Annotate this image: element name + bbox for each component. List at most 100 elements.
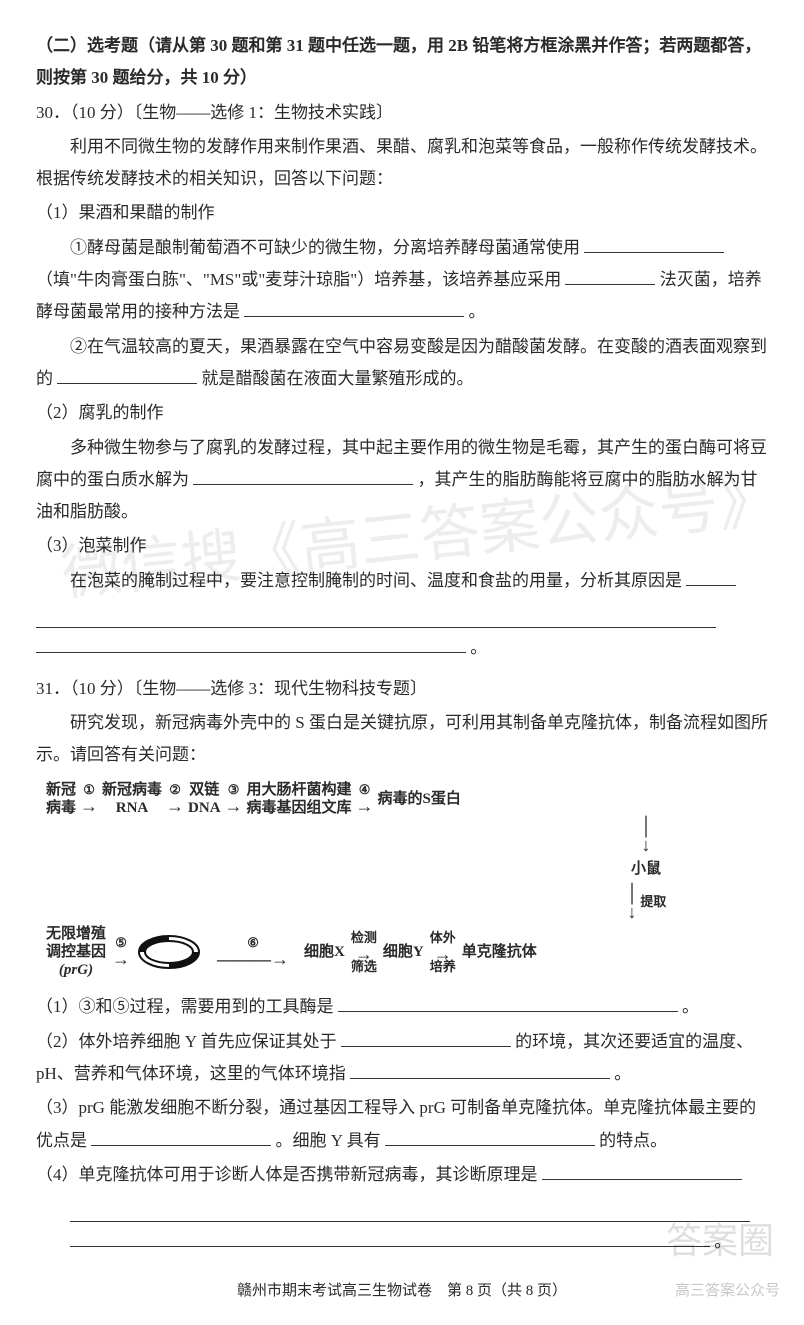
- node-rna: 新冠病毒 RNA: [102, 781, 162, 817]
- node-celly: 细胞Y: [383, 943, 424, 961]
- q30-part1-line2: ②在气温较高的夏天，果酒暴露在空气中容易变酸是因为醋酸菌发酵。在变酸的酒表面观察…: [36, 331, 768, 396]
- node-prg: 无限增殖 调控基因 (prG): [46, 925, 106, 979]
- label: 培养: [430, 960, 456, 974]
- q30-part3-title: （3）泡菜制作: [36, 530, 768, 562]
- text: 无限增殖: [46, 925, 106, 943]
- label: 体外: [430, 931, 456, 945]
- text: 。: [682, 997, 699, 1016]
- page-footer: 赣州市期末考试高三生物试卷 第 8 页（共 8 页）: [36, 1277, 768, 1306]
- arrow-5: ⑤→: [112, 936, 130, 969]
- text: DNA: [188, 799, 221, 817]
- q30-part3-line1: 在泡菜的腌制过程中，要注意控制腌制的时间、温度和食盐的用量，分析其原因是: [36, 565, 768, 597]
- arrow-2: ②→: [166, 783, 184, 816]
- q31-intro: 研究发现，新冠病毒外壳中的 S 蛋白是关键抗原，可利用其制备单克隆抗体，制备流程…: [36, 707, 768, 772]
- q31-p3: （3）prG 能激发细胞不断分裂，通过基因工程导入 prG 可制备单克隆抗体。单…: [36, 1092, 768, 1157]
- node-mab: 单克隆抗体: [462, 943, 537, 961]
- node-mouse: 小鼠: [631, 855, 661, 884]
- blank[interactable]: [686, 570, 736, 585]
- node-dna: 双链 DNA: [188, 781, 221, 817]
- label: ③: [228, 783, 240, 797]
- text: 。: [614, 1064, 631, 1083]
- blank[interactable]: [350, 1064, 610, 1079]
- arrow-down-icon: ↓: [642, 836, 651, 855]
- text: ①酵母菌是酿制葡萄酒不可缺少的微生物，分离培养酵母菌通常使用: [70, 238, 580, 257]
- blank[interactable]: [542, 1165, 742, 1180]
- text: （2）体外培养细胞 Y 首先应保证其处于: [36, 1032, 337, 1051]
- arrow-culture: 体外 → 培养: [430, 931, 456, 973]
- node-virus: 新冠 病毒: [46, 781, 76, 817]
- section-header: （二）选考题（请从第 30 题和第 31 题中任选一题，用 2B 铅笔将方框涂黑…: [36, 30, 768, 95]
- blank[interactable]: [36, 638, 466, 653]
- text: 新冠: [46, 781, 76, 799]
- node-cellx: 细胞X: [304, 943, 345, 961]
- label: 筛选: [351, 960, 377, 974]
- q30-number: 30．（10 分）〔生物——选修 1：生物技术实践〕: [36, 97, 768, 129]
- label: ②: [169, 783, 181, 797]
- text: 的特点。: [599, 1131, 667, 1150]
- text: 。: [469, 302, 486, 321]
- node-sprotein: 病毒的S蛋白: [378, 790, 461, 808]
- text: 病毒: [46, 799, 76, 817]
- text: 调控基因: [46, 943, 106, 961]
- text: 双链: [189, 781, 219, 799]
- q30-part1-line1: ①酵母菌是酿制葡萄酒不可缺少的微生物，分离培养酵母菌通常使用 （填"牛肉膏蛋白胨…: [36, 232, 768, 329]
- blank[interactable]: [584, 237, 724, 252]
- text: (prG): [59, 961, 93, 979]
- text: （1）③和⑤过程，需要用到的工具酶是: [36, 997, 334, 1016]
- q30-part2-title: （2）腐乳的制作: [36, 397, 768, 429]
- text: 单克隆抗体: [462, 943, 537, 961]
- label: ④: [359, 783, 371, 797]
- blank[interactable]: [193, 470, 413, 485]
- plasmid-icon: [136, 933, 202, 971]
- text: 细胞Y: [383, 943, 424, 961]
- label: ⑥: [247, 936, 259, 950]
- text: （4）单克隆抗体可用于诊断人体是否携带新冠病毒，其诊断原理是: [36, 1165, 538, 1184]
- blank[interactable]: [70, 1232, 710, 1247]
- blank[interactable]: [91, 1130, 271, 1145]
- label: ①: [83, 783, 95, 797]
- arrow-down-icon: ↓: [627, 903, 636, 922]
- blank[interactable]: [57, 369, 197, 384]
- text: 。: [470, 638, 487, 657]
- label: 检测: [351, 931, 377, 945]
- text: 。细胞 Y 具有: [276, 1131, 381, 1150]
- arrow-1: ①→: [80, 783, 98, 816]
- node-library: 用大肠杆菌构建 病毒基因组文库: [247, 781, 352, 817]
- diagram-row1: 新冠 病毒 ①→ 新冠病毒 RNA ②→ 双链 DNA ③→ 用大肠杆菌构建 病…: [46, 781, 768, 817]
- text: 。: [714, 1232, 731, 1251]
- q30-part3-end: 。: [36, 632, 768, 664]
- blank-full-line[interactable]: [70, 1195, 750, 1222]
- arrow-3: ③→: [225, 783, 243, 816]
- blank[interactable]: [341, 1031, 511, 1046]
- blank[interactable]: [338, 997, 678, 1012]
- q30-part1-title: （1）果酒和果醋的制作: [36, 197, 768, 229]
- label: ⑤: [115, 936, 127, 950]
- q30-part2-line1: 多种微生物参与了腐乳的发酵过程，其中起主要作用的微生物是毛霉，其产生的蛋白酶可将…: [36, 432, 768, 529]
- q31-p2: （2）体外培养细胞 Y 首先应保证其处于 的环境，其次还要适宜的温度、pH、营养…: [36, 1026, 768, 1091]
- label-extract: 提取: [640, 890, 666, 915]
- text: 在泡菜的腌制过程中，要注意控制腌制的时间、温度和食盐的用量，分析其原因是: [70, 571, 682, 590]
- text: 新冠病毒: [102, 781, 162, 799]
- text: 病毒的S蛋白: [378, 790, 461, 808]
- blank[interactable]: [385, 1130, 595, 1145]
- arrow-down-icon: │: [640, 817, 653, 836]
- q31-p1: （1）③和⑤过程，需要用到的工具酶是 。: [36, 991, 768, 1023]
- arrow-screen: 检测 → 筛选: [351, 931, 377, 973]
- diagram-row2: 无限增殖 调控基因 (prG) ⑤→ ⑥———→ 细胞X 检测 → 筛选 细胞Y…: [46, 925, 768, 979]
- q31-p4: （4）单克隆抗体可用于诊断人体是否携带新冠病毒，其诊断原理是: [36, 1159, 768, 1191]
- blank[interactable]: [244, 302, 464, 317]
- q30-intro: 利用不同微生物的发酵作用来制作果酒、果醋、腐乳和泡菜等食品，一般称作传统发酵技术…: [36, 131, 768, 196]
- text: 用大肠杆菌构建: [247, 781, 352, 799]
- text: 细胞X: [304, 943, 345, 961]
- text: 病毒基因组文库: [247, 799, 352, 817]
- blank[interactable]: [565, 270, 655, 285]
- arrow-6: ⑥———→: [208, 936, 298, 969]
- text: 就是醋酸菌在液面大量繁殖形成的。: [202, 369, 474, 388]
- flow-diagram: 新冠 病毒 ①→ 新冠病毒 RNA ②→ 双链 DNA ③→ 用大肠杆菌构建 病…: [46, 781, 768, 979]
- arrow-4: ④→: [356, 783, 374, 816]
- arrow-down-icon: │: [626, 884, 639, 903]
- blank-full-line[interactable]: [36, 601, 716, 628]
- q31-number: 31．（10 分）〔生物——选修 3：现代生物科技专题〕: [36, 673, 768, 705]
- q31-p4-end: 。: [70, 1226, 768, 1258]
- text: （填"牛肉膏蛋白胨"、"MS"或"麦芽汁琼脂"）培养基，该培养基应采用: [36, 270, 561, 289]
